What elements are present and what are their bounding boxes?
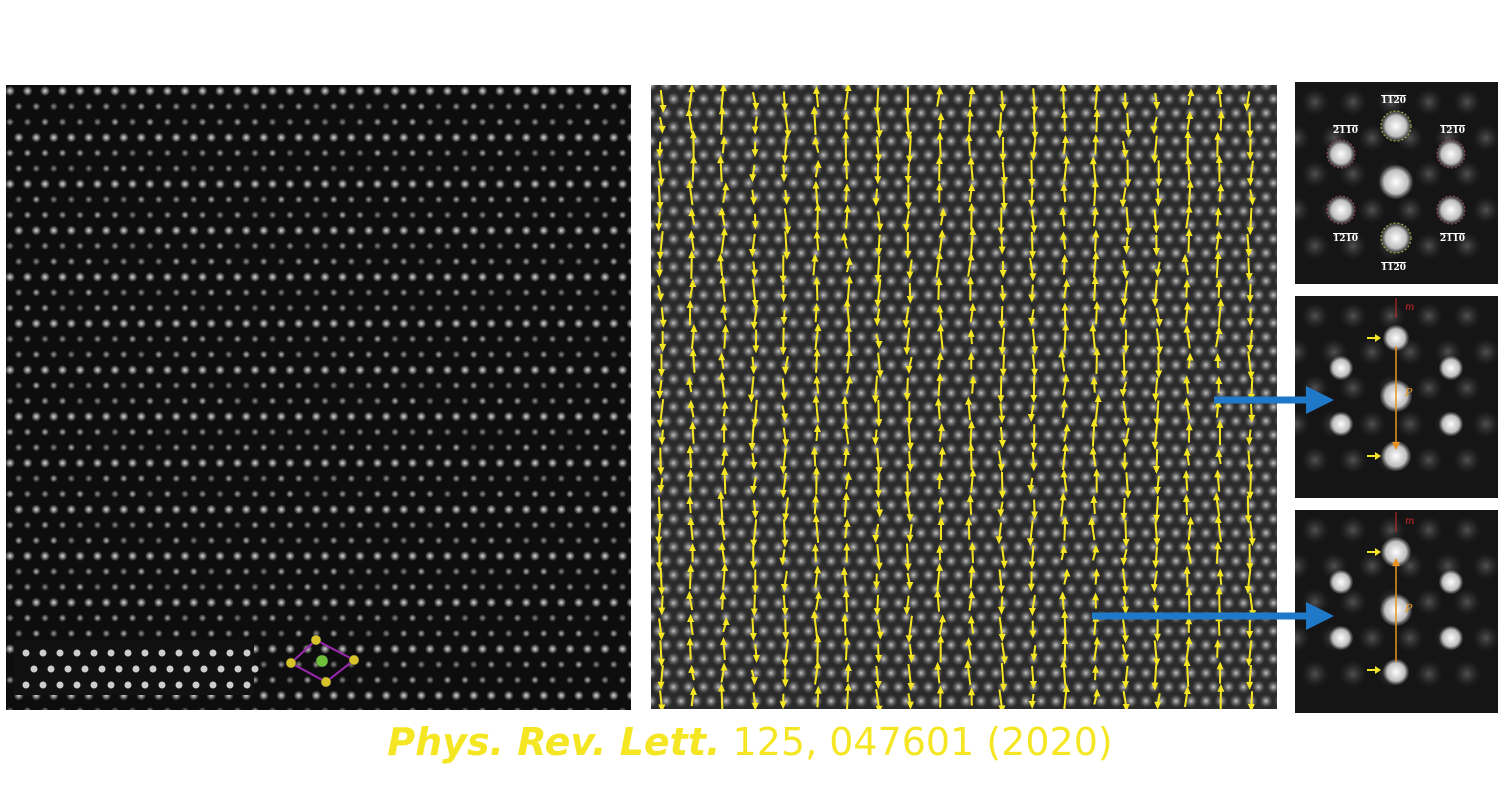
index-upper-right: 1210 bbox=[1440, 126, 1466, 136]
atomic-lattice-with-arrows bbox=[651, 85, 1277, 709]
index-upper-left: 2110 bbox=[1333, 126, 1359, 136]
index-top: 1120 bbox=[1381, 96, 1407, 106]
index-lower-left: 1210 bbox=[1333, 234, 1359, 244]
index-bottom: 1120 bbox=[1381, 263, 1407, 273]
mirror-label: m bbox=[1405, 302, 1415, 313]
atomic-lattice-a bbox=[6, 86, 631, 710]
mirror-label: m bbox=[1405, 516, 1415, 527]
haadf-atomic-image: 1nm bbox=[6, 85, 631, 710]
index-lower-right: 2110 bbox=[1440, 234, 1466, 244]
diffraction-pattern-polarization-down: m P bbox=[1295, 296, 1498, 498]
diffraction-spots-1 bbox=[1295, 82, 1498, 284]
citation: Phys. Rev. Lett. 125, 047601 (2020) bbox=[0, 716, 1500, 768]
diffraction-spots-3 bbox=[1295, 510, 1498, 713]
polarization-label: P bbox=[1405, 386, 1413, 399]
polarization-vector-map bbox=[651, 85, 1277, 709]
diffraction-spots-2 bbox=[1295, 296, 1498, 498]
citation-journal: Phys. Rev. Lett. bbox=[387, 720, 721, 764]
diffraction-pattern-polarization-up: m P bbox=[1295, 510, 1498, 713]
citation-details: 125, 047601 (2020) bbox=[720, 720, 1113, 764]
diffraction-pattern-indexed: 1120 2110 1210 1210 2110 1120 bbox=[1295, 82, 1498, 284]
polarization-label: P bbox=[1405, 602, 1413, 615]
